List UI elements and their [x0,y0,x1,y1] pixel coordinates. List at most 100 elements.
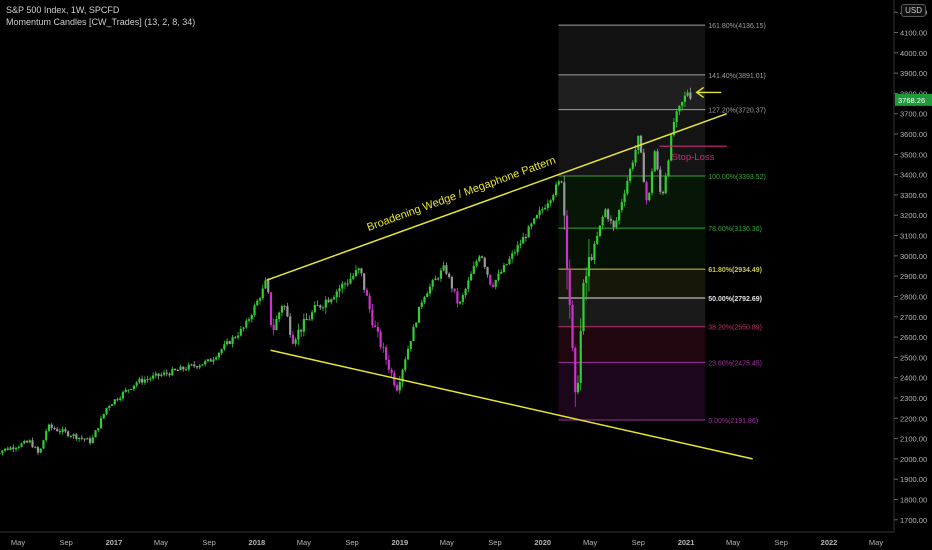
y-tick-label: 3500.00 [900,150,927,159]
y-tick-label: 3200.00 [900,211,927,220]
y-tick-label: 3000.00 [900,252,927,261]
y-tick-label: 3900.00 [900,69,927,78]
candle-body [486,267,489,275]
candle-body [204,361,207,365]
candle-body [615,220,618,228]
candle-body [23,441,26,444]
candle-body [549,200,552,204]
candle-body [552,195,555,201]
candle-body [267,280,270,293]
candle-body [349,278,352,284]
candle-body [604,209,607,217]
candle-body [31,440,34,448]
candle-body [489,274,492,285]
candle-body [683,95,686,102]
candle-body [141,378,144,383]
candle-body [415,322,418,327]
candle-body [590,257,593,260]
candle-body [472,265,475,274]
candle-body [146,379,149,381]
candle-body [637,135,640,150]
candle-body [289,316,292,335]
candle-body [645,182,648,201]
candle-body [138,378,141,383]
candle-body [86,438,89,440]
candle-body [119,398,122,400]
arrow-left-icon [695,86,705,98]
y-tick-label: 3300.00 [900,191,927,200]
candle-body [519,243,522,246]
candle-body [335,291,338,298]
chart-legend: S&P 500 Index, 1W, SPCFD Momentum Candle… [6,4,195,28]
candle-body [108,405,111,408]
currency-button[interactable]: USD [901,4,926,17]
candle-body [132,385,136,389]
candle-body [195,366,199,368]
candle-body [99,418,103,429]
candle-body [527,226,530,238]
y-tick-label: 2400.00 [900,374,927,383]
x-tick-label: 2022 [821,538,838,547]
candle-body [642,152,645,183]
candle-body [541,209,544,211]
candle-body [524,237,528,239]
candle-body [283,306,286,308]
candle-body [182,366,185,370]
x-tick-label: May [297,538,311,547]
candle-body [675,111,678,123]
candle-body [576,382,580,393]
candle-body [50,424,53,428]
candle-body [61,429,64,432]
fibonacci-retracement: 161.80%(4136.15) 141.40%(3891.01) 127.20%(… [558,23,766,425]
candle-body [522,237,525,244]
y-tick-label: 3400.00 [900,171,927,180]
x-tick-label: May [154,538,168,547]
candle-body [442,265,445,271]
candle-body [686,92,689,96]
candle-body [628,168,632,181]
candle-body [478,256,481,262]
fib-zone [558,25,706,75]
candle-body [83,438,86,440]
candle-body [302,319,305,332]
candle-body [491,284,495,287]
candle-body [390,369,393,374]
candle-body [513,252,517,254]
fib-level-label: 0.00%(2191.86) [708,418,758,425]
candle-body [557,181,560,185]
pattern-label: Broadening Wedge / Megaphone Pattern [365,155,557,234]
candle-body [565,215,569,269]
candle-body [480,256,484,258]
candle-body [226,341,229,345]
candle-body [152,375,155,379]
candle-body [494,279,497,287]
candle-body [406,348,410,360]
candle-body [453,288,456,292]
candle-body [88,438,92,443]
candle-body [469,273,473,281]
fib-level-label: 141.40%(3891.01) [708,73,766,80]
x-tick-label: 2020 [534,538,551,547]
candle-body [162,372,166,375]
candle-body [36,447,40,453]
candle-body [538,210,541,216]
candle-body [47,424,51,431]
candle-body [198,365,201,368]
fib-zone [558,326,706,363]
candle-body [434,278,437,281]
candle-body [184,369,188,371]
lower-trendline [270,349,753,460]
candle-body [596,235,599,244]
candle-body [363,273,366,290]
candle-body [681,101,684,106]
candle-body [437,278,440,280]
fib-level-label: 23.60%(2475.45) [708,360,762,367]
candle-body [546,203,549,208]
candle-body [579,331,582,383]
candle-body [574,347,577,393]
candle-body [236,335,240,338]
candle-body [609,219,612,221]
candle-body [160,374,163,377]
x-tick-label: 2021 [678,538,695,547]
